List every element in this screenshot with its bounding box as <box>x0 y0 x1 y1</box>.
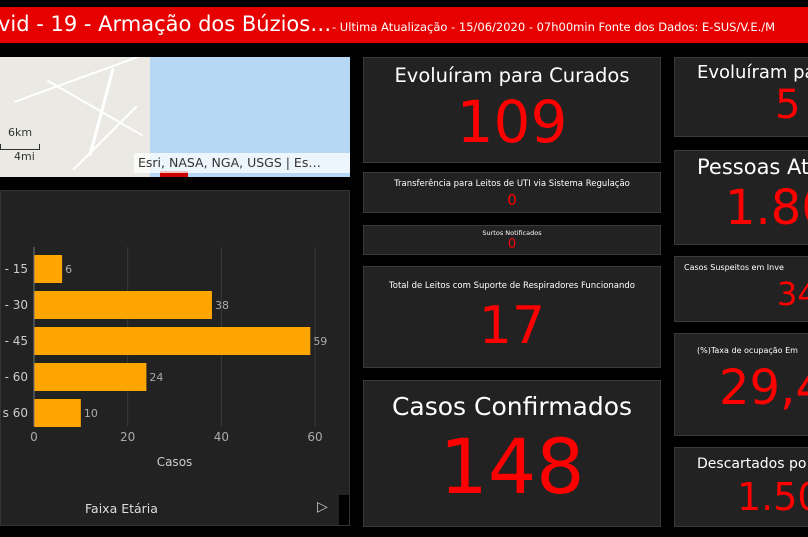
card-confirmados-label: Casos Confirmados <box>391 392 633 421</box>
card-surtos[interactable]: Surtos Notificados 0 <box>363 225 661 255</box>
chart-footer-label: Faixa Etária <box>85 501 158 516</box>
chart-x-tick-label: 60 <box>307 430 322 444</box>
map-scale-bar <box>0 144 40 150</box>
dashboard-header: vid - 19 - Armação dos Búzios… - Ultima … <box>0 7 808 43</box>
map-view[interactable]: 6km 4mi Esri, NASA, NGA, USGS | Es… <box>0 57 350 177</box>
map-road <box>13 57 147 103</box>
card-confirmados-value: 148 <box>439 422 585 511</box>
age-chart-panel: 0 20 40 60 - 15 6 - 30 38 - 45 59 - 60 24 s 60 10 Caso… <box>0 190 350 526</box>
card-curados-label: Evoluíram para Curados <box>394 64 630 87</box>
card-ocupacao-label: (%)Taxa de ocupação Em <box>697 346 798 355</box>
card-descartados[interactable]: Descartados po 1.50 <box>674 447 808 527</box>
card-descartados-label: Descartados po <box>697 456 807 472</box>
panel-notch <box>339 495 349 525</box>
card-suspeitos[interactable]: Casos Suspeitos em Inve 34 <box>674 256 808 322</box>
card-uti-value: 0 <box>507 191 517 209</box>
chart-category-label: - 60 <box>5 370 28 384</box>
chart-data-label: 38 <box>215 299 229 312</box>
map-attribution[interactable]: Esri, NASA, NGA, USGS | Es… <box>134 153 350 173</box>
chart-bar <box>34 291 212 319</box>
card-leitos-value: 17 <box>478 296 546 356</box>
chart-category-label: - 45 <box>5 334 28 348</box>
card-obitos[interactable]: Evoluíram pa 5 <box>674 57 808 137</box>
card-confirmados[interactable]: Casos Confirmados 148 <box>363 380 661 527</box>
card-atendidas-value: 1.80 <box>725 180 808 236</box>
chart-data-label: 10 <box>84 407 98 420</box>
dashboard-subtitle: - Ultima Atualização - 15/06/2020 - 07h0… <box>332 20 776 34</box>
card-uti-label: Transferência para Leitos de UTI via Sis… <box>394 179 630 189</box>
chart-bar <box>34 399 81 427</box>
card-obitos-label: Evoluíram pa <box>697 62 808 83</box>
card-uti[interactable]: Transferência para Leitos de UTI via Sis… <box>363 172 661 213</box>
card-curados-value: 109 <box>456 88 568 156</box>
card-surtos-label: Surtos Notificados <box>482 229 542 237</box>
dashboard-title: vid - 19 - Armação dos Búzios… <box>0 12 332 36</box>
chart-next-icon[interactable]: ▷ <box>317 499 328 515</box>
chart-bar <box>34 255 63 283</box>
card-descartados-value: 1.50 <box>737 475 808 519</box>
card-leitos-label: Total de Leitos com Suporte de Respirado… <box>389 281 635 291</box>
chart-data-label: 6 <box>65 263 72 276</box>
card-ocupacao-value: 29,4 <box>719 360 808 416</box>
chart-category-label: - 30 <box>5 298 28 312</box>
chart-bar <box>34 327 311 355</box>
chart-category-label: s 60 <box>3 406 28 420</box>
card-suspeitos-label: Casos Suspeitos em Inve <box>684 263 784 272</box>
chart-x-axis-label: Casos <box>157 455 193 469</box>
map-marker[interactable] <box>160 171 188 177</box>
chart-bar <box>34 363 147 391</box>
card-ocupacao[interactable]: (%)Taxa de ocupação Em 29,4 <box>674 333 808 436</box>
card-curados[interactable]: Evoluíram para Curados 109 <box>363 57 661 163</box>
card-surtos-value: 0 <box>507 237 517 252</box>
chart-x-tick-label: 20 <box>120 430 135 444</box>
map-scale-km: 6km <box>8 126 33 139</box>
chart-category-label: - 15 <box>5 262 28 276</box>
card-suspeitos-value: 34 <box>777 275 808 313</box>
chart-x-tick-label: 0 <box>30 430 38 444</box>
chart-data-label: 59 <box>313 335 327 348</box>
card-leitos[interactable]: Total de Leitos com Suporte de Respirado… <box>363 266 661 368</box>
map-scale-mi: 4mi <box>14 150 35 163</box>
card-atendidas[interactable]: Pessoas At 1.80 <box>674 150 808 245</box>
chart-x-tick-label: 40 <box>214 430 229 444</box>
card-obitos-value: 5 <box>775 82 801 128</box>
card-atendidas-label: Pessoas At <box>697 155 808 179</box>
age-bar-chart: 0 20 40 60 - 15 6 - 30 38 - 45 59 - 60 24 s 60 10 Caso… <box>3 247 327 469</box>
chart-data-label: 24 <box>149 371 163 384</box>
